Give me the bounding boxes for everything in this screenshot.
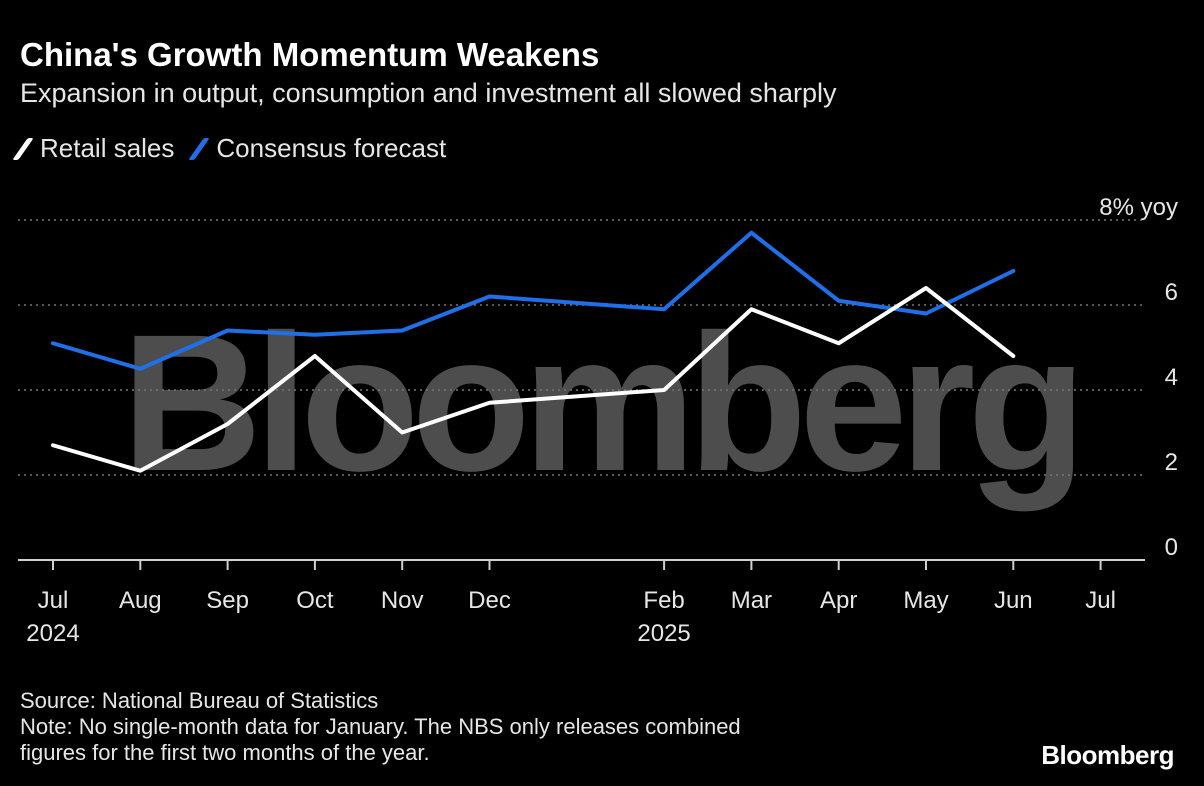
y-tick-label: 8% yoy [1099,194,1178,221]
bloomberg-logo: Bloomberg [1041,740,1174,770]
x-tick-year-label: 2024 [26,620,79,647]
legend-label-retail: Retail sales [40,133,175,163]
x-tick-year-label: 2025 [637,620,690,647]
watermark: Bloomberg [121,294,1078,512]
y-tick-label: 4 [1165,364,1178,391]
x-tick-label: Dec [468,587,511,614]
x-tick-label: Mar [731,587,772,614]
note-line-1: Note: No single-month data for January. … [20,714,741,739]
y-tick-label: 2 [1165,449,1178,476]
footer: Source: National Bureau of Statistics No… [20,688,741,766]
x-tick-label: Aug [119,587,162,614]
x-tick-label: Feb [643,587,684,614]
chart-title: China's Growth Momentum Weakens [20,36,600,73]
source-note: Source: National Bureau of Statistics [20,688,379,713]
x-tick-label: May [903,587,948,614]
x-tick-label: Jun [994,587,1033,614]
chart-subtitle: Expansion in output, consumption and inv… [20,78,837,108]
legend-label-consensus: Consensus forecast [216,133,447,163]
y-tick-label: 0 [1165,534,1178,561]
note-line-2: figures for the first two months of the … [20,740,430,765]
x-tick-label: Jul [38,587,69,614]
x-tick-label: Oct [296,587,334,614]
legend-item-consensus: Consensus forecast [188,133,447,164]
legend-item-retail: Retail sales [12,133,175,164]
x-tick-label: Jul [1085,587,1116,614]
y-tick-label: 6 [1165,279,1178,306]
x-tick-label: Sep [206,587,249,614]
x-tick-label: Apr [820,587,857,614]
legend: Retail sales Consensus forecast [12,133,447,164]
x-tick-label: Nov [381,587,424,614]
